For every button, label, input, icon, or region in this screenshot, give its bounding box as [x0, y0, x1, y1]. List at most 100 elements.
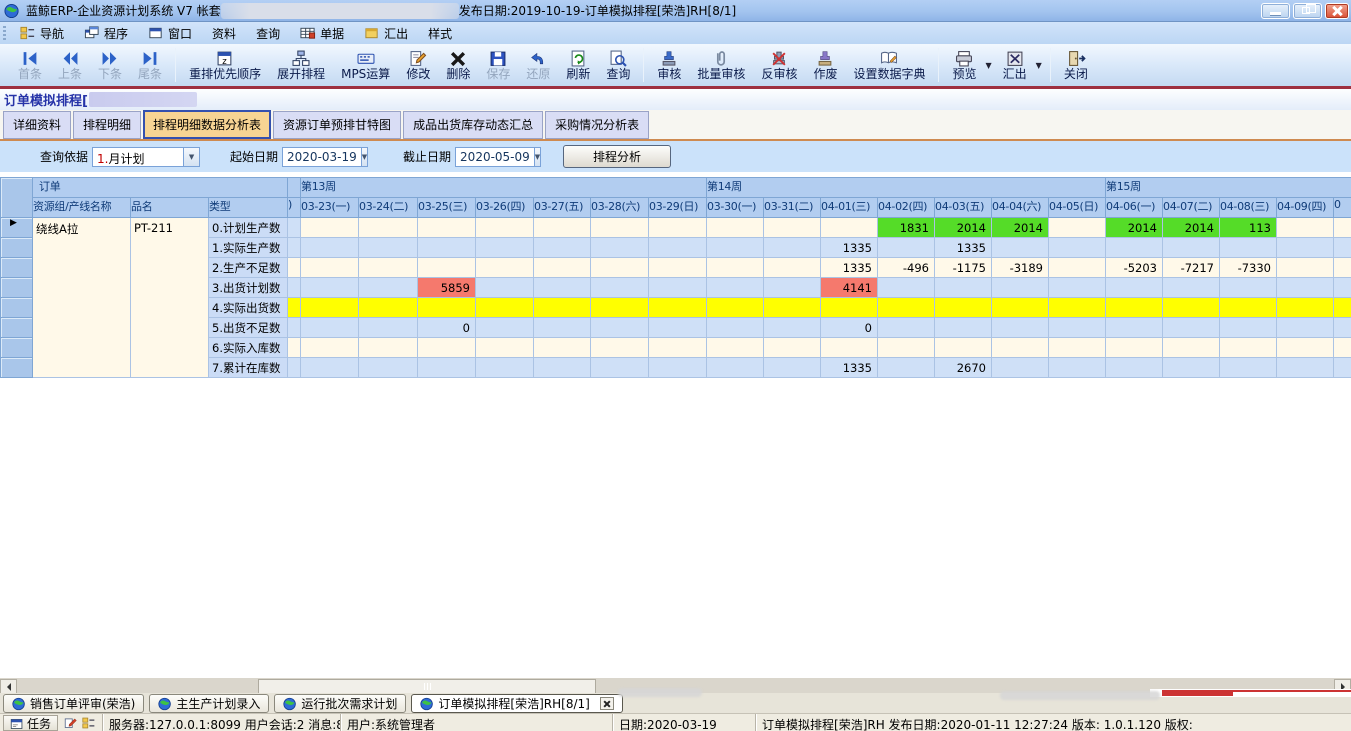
toolbar-button-汇出[interactable]: 汇出 — [995, 48, 1035, 83]
scrollbar-thumb[interactable] — [258, 679, 596, 694]
data-cell[interactable] — [707, 258, 764, 278]
data-cell[interactable] — [359, 318, 418, 338]
type-cell[interactable]: 5.出货不足数 — [209, 318, 288, 338]
toolbar-button-关闭[interactable]: 关闭 — [1056, 44, 1096, 86]
data-cell[interactable] — [707, 298, 764, 318]
menu-item-查询[interactable]: 查询 — [248, 23, 288, 44]
tab-排程明细数据分析表[interactable]: 排程明细数据分析表 — [143, 110, 272, 139]
toolbar-button-批量审核[interactable]: 批量审核 — [689, 44, 753, 86]
toolbar-button-MPS运算[interactable]: MPS运算 — [333, 44, 398, 86]
row-selector[interactable] — [1, 238, 33, 258]
data-cell[interactable] — [534, 278, 591, 298]
data-cell[interactable] — [764, 358, 821, 378]
data-cell[interactable] — [301, 338, 359, 358]
data-cell[interactable] — [534, 338, 591, 358]
row-selector[interactable] — [1, 318, 33, 338]
task-tab-主生产计划录入[interactable]: 主生产计划录入 — [149, 694, 270, 713]
data-cell[interactable] — [764, 218, 821, 238]
horizontal-scrollbar[interactable] — [0, 676, 1351, 694]
clipped-data-cell-right[interactable] — [1334, 338, 1351, 358]
data-cell[interactable] — [649, 298, 707, 318]
data-cell[interactable]: 1335 — [821, 238, 878, 258]
data-cell[interactable] — [992, 278, 1049, 298]
clipped-data-cell-right[interactable] — [1334, 318, 1351, 338]
row-selector[interactable] — [1, 298, 33, 318]
data-cell[interactable] — [591, 258, 649, 278]
navigation-icon[interactable] — [82, 716, 96, 730]
data-cell[interactable] — [1277, 338, 1334, 358]
clipped-data-cell[interactable] — [288, 278, 301, 298]
type-cell[interactable]: 4.实际出货数 — [209, 298, 288, 318]
data-cell[interactable] — [821, 218, 878, 238]
data-cell[interactable] — [476, 218, 534, 238]
data-cell[interactable] — [1277, 278, 1334, 298]
data-cell[interactable] — [707, 278, 764, 298]
data-cell[interactable] — [301, 278, 359, 298]
data-cell[interactable]: -5203 — [1106, 258, 1163, 278]
menu-item-汇出[interactable]: 汇出 — [356, 23, 416, 44]
data-cell[interactable] — [1049, 238, 1106, 258]
data-cell[interactable] — [1106, 298, 1163, 318]
data-cell[interactable]: -496 — [878, 258, 935, 278]
type-cell[interactable]: 6.实际入库数 — [209, 338, 288, 358]
data-cell[interactable] — [1277, 218, 1334, 238]
clipped-data-cell-right[interactable] — [1334, 218, 1351, 238]
data-cell[interactable] — [591, 358, 649, 378]
task-tab-订单模拟排程[荣浩]RH[8/1][interactable]: 订单模拟排程[荣浩]RH[8/1] — [411, 694, 623, 713]
resource-group-cell[interactable]: 绕线A拉 — [33, 218, 131, 378]
data-cell[interactable] — [1220, 358, 1277, 378]
data-cell[interactable] — [1220, 278, 1277, 298]
data-cell[interactable] — [359, 278, 418, 298]
data-cell[interactable] — [764, 258, 821, 278]
toolbar-button-删除[interactable]: 删除 — [438, 44, 478, 86]
task-tab-运行批次需求计划[interactable]: 运行批次需求计划 — [274, 694, 407, 713]
data-cell[interactable] — [764, 278, 821, 298]
data-cell[interactable] — [649, 358, 707, 378]
data-cell[interactable] — [418, 358, 476, 378]
data-cell[interactable] — [359, 218, 418, 238]
data-cell[interactable] — [1277, 258, 1334, 278]
tab-排程明细[interactable]: 排程明细 — [73, 111, 142, 139]
data-cell[interactable] — [707, 238, 764, 258]
clipped-data-cell[interactable] — [288, 298, 301, 318]
data-cell[interactable] — [1163, 338, 1220, 358]
data-cell[interactable] — [1049, 338, 1106, 358]
data-cell[interactable] — [591, 338, 649, 358]
data-cell[interactable] — [476, 278, 534, 298]
data-cell[interactable] — [1049, 318, 1106, 338]
data-cell[interactable] — [534, 218, 591, 238]
menu-item-导航[interactable]: 导航 — [12, 23, 72, 44]
menu-item-单据[interactable]: 单据 — [292, 23, 352, 44]
data-cell[interactable]: 1335 — [821, 258, 878, 278]
data-cell[interactable] — [1277, 238, 1334, 258]
start-date-select[interactable]: 2020-03-19 ▼ — [282, 146, 369, 167]
data-cell[interactable] — [301, 318, 359, 338]
data-cell[interactable]: 0 — [821, 318, 878, 338]
data-cell[interactable] — [1220, 338, 1277, 358]
data-cell[interactable] — [992, 338, 1049, 358]
data-cell[interactable] — [1163, 318, 1220, 338]
data-cell[interactable]: 113 — [1220, 218, 1277, 238]
toolbar-button-作废[interactable]: 作废 — [805, 44, 845, 86]
data-cell[interactable]: 2014 — [992, 218, 1049, 238]
data-cell[interactable] — [301, 258, 359, 278]
data-cell[interactable] — [935, 338, 992, 358]
data-cell[interactable] — [1220, 298, 1277, 318]
data-cell[interactable] — [1220, 318, 1277, 338]
data-cell[interactable]: 1335 — [821, 358, 878, 378]
data-cell[interactable] — [992, 238, 1049, 258]
product-name-cell[interactable]: PT-211 — [131, 218, 209, 378]
data-cell[interactable]: 2670 — [935, 358, 992, 378]
data-cell[interactable] — [649, 338, 707, 358]
data-cell[interactable] — [359, 238, 418, 258]
data-cell[interactable] — [935, 278, 992, 298]
clipped-data-cell-right[interactable] — [1334, 358, 1351, 378]
data-cell[interactable] — [301, 238, 359, 258]
menu-item-资料[interactable]: 资料 — [204, 23, 244, 44]
clipped-data-cell-right[interactable] — [1334, 238, 1351, 258]
data-cell[interactable] — [418, 258, 476, 278]
chevron-down-icon[interactable]: ▼ — [183, 147, 200, 166]
tab-详细资料[interactable]: 详细资料 — [3, 111, 72, 139]
data-cell[interactable] — [707, 218, 764, 238]
chevron-down-icon[interactable]: ▼ — [360, 147, 368, 166]
